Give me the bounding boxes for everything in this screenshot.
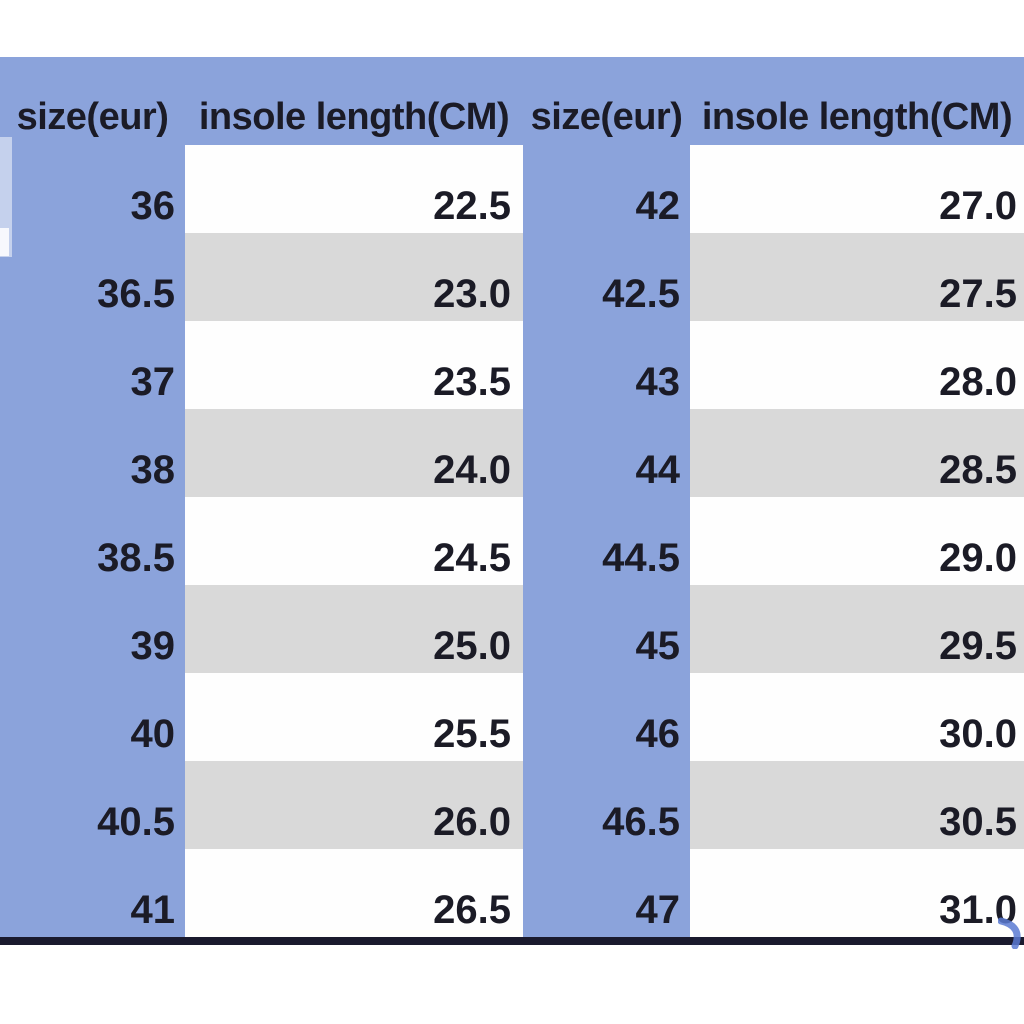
size-cell: 39 (130, 624, 176, 668)
size-cell: 43 (635, 360, 681, 404)
header-size-right: size(eur) (530, 96, 683, 138)
length-cell: 28.0 (690, 321, 1024, 409)
size-cell: 37 (130, 360, 176, 404)
length-cell: 23.0 (185, 233, 523, 321)
size-cell: 36 (130, 184, 176, 228)
table-row: 36 22.5 42 27.0 (0, 145, 1024, 233)
size-cell: 42 (635, 184, 681, 228)
length-cell: 28.5 (690, 409, 1024, 497)
table-row: 37 23.5 43 28.0 (0, 321, 1024, 409)
header-insole-right: insole length(CM) (701, 96, 1013, 138)
table-row: 40.5 26.0 46.5 30.5 (0, 761, 1024, 849)
length-cell: 27.0 (690, 145, 1024, 233)
size-cell: 46.5 (602, 800, 680, 844)
size-cell: 41 (130, 888, 176, 932)
length-cell: 31.0 (690, 849, 1024, 937)
table-row: 38.5 24.5 44.5 29.0 (0, 497, 1024, 585)
length-cell: 29.5 (690, 585, 1024, 673)
table-row: 38 24.0 44 28.5 (0, 409, 1024, 497)
table-header-row: size(eur) insole length(CM) size(eur) in… (0, 57, 1024, 145)
length-cell: 23.5 (185, 321, 523, 409)
length-cell: 25.0 (185, 585, 523, 673)
size-cell: 38 (130, 448, 176, 492)
table-row: 40 25.5 46 30.0 (0, 673, 1024, 761)
length-cell: 26.5 (185, 849, 523, 937)
length-cell: 27.5 (690, 233, 1024, 321)
length-cell: 25.5 (185, 673, 523, 761)
table-row: 36.5 23.0 42.5 27.5 (0, 233, 1024, 321)
table-bottom-border (0, 937, 1024, 945)
left-edge-artifact (0, 137, 12, 257)
size-cell: 36.5 (97, 272, 175, 316)
length-cell: 22.5 (185, 145, 523, 233)
table-row: 39 25.0 45 29.5 (0, 585, 1024, 673)
size-cell: 45 (635, 624, 681, 668)
length-cell: 24.5 (185, 497, 523, 585)
size-table: size(eur) insole length(CM) size(eur) in… (0, 57, 1024, 937)
table-row: 41 26.5 47 31.0 (0, 849, 1024, 937)
length-cell: 26.0 (185, 761, 523, 849)
table-body: 36 22.5 42 27.0 36.5 23.0 42.5 27.5 37 23.5 43 28.0… (0, 145, 1024, 937)
length-cell: 30.5 (690, 761, 1024, 849)
size-cell: 38.5 (97, 536, 175, 580)
corner-artifact-mark (998, 917, 1021, 949)
length-cell: 24.0 (185, 409, 523, 497)
size-cell: 44.5 (602, 536, 680, 580)
length-cell: 29.0 (690, 497, 1024, 585)
size-cell: 40.5 (97, 800, 175, 844)
header-size-left: size(eur) (16, 96, 169, 138)
header-insole-left: insole length(CM) (198, 96, 510, 138)
size-cell: 46 (635, 712, 681, 756)
size-cell: 42.5 (602, 272, 680, 316)
size-cell: 47 (635, 888, 681, 932)
size-cell: 44 (635, 448, 681, 492)
left-edge-artifact-highlight (0, 228, 9, 256)
length-cell: 30.0 (690, 673, 1024, 761)
size-cell: 40 (130, 712, 176, 756)
